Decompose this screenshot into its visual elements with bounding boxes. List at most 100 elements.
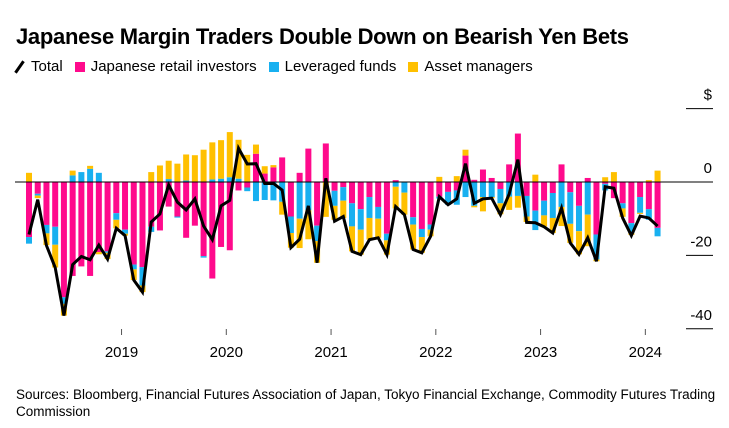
bar-retail	[261, 173, 268, 182]
bar-retail	[575, 182, 582, 206]
bar-leveraged	[261, 182, 268, 200]
bar-leveraged	[60, 297, 67, 304]
bar-retail	[549, 182, 556, 194]
bar-retail	[69, 182, 76, 276]
bar-leveraged	[392, 182, 399, 187]
bar-leveraged	[366, 197, 373, 218]
bar-asset	[654, 170, 661, 182]
legend: Total Japanese retail investors Leverage…	[14, 58, 545, 75]
bar-leveraged	[628, 223, 635, 234]
bar-retail	[122, 182, 129, 230]
bar-retail	[375, 182, 382, 207]
bar-retail	[287, 182, 294, 217]
bar-retail	[619, 182, 626, 204]
bar-retail	[541, 182, 548, 201]
bar-asset	[497, 203, 504, 215]
bar-asset	[471, 205, 478, 208]
bar-leveraged	[165, 179, 172, 182]
bar-leveraged	[619, 203, 626, 209]
bar-leveraged	[383, 233, 390, 241]
bar-asset	[183, 154, 190, 181]
bar-leveraged	[462, 182, 469, 198]
bar-leveraged	[296, 182, 303, 219]
bar-leveraged	[445, 191, 452, 205]
bar-leveraged	[26, 237, 32, 244]
bar-asset	[235, 139, 242, 179]
bar-leveraged	[541, 200, 548, 216]
bar-retail	[479, 169, 486, 182]
bar-leveraged	[113, 213, 120, 220]
bar-leveraged	[418, 228, 425, 238]
bar-retail	[314, 182, 321, 226]
bar-leveraged	[287, 216, 294, 234]
bar-leveraged	[305, 182, 312, 211]
bar-leveraged	[349, 203, 356, 227]
bar-retail	[427, 182, 434, 225]
bar-leveraged	[34, 193, 41, 196]
bar-asset	[200, 149, 207, 182]
bar-retail	[104, 182, 111, 252]
x-tick-label: 2024	[629, 344, 662, 361]
bar-asset	[226, 132, 233, 178]
bar-leveraged	[567, 192, 574, 224]
bar-retail	[270, 167, 277, 182]
bar-asset	[349, 226, 356, 252]
bar-leveraged	[331, 190, 338, 206]
legend-item-asset: Asset managers	[408, 58, 533, 75]
bar-asset	[436, 176, 443, 182]
bar-asset	[645, 180, 652, 182]
bar-retail	[584, 177, 591, 182]
bar-asset	[532, 174, 539, 182]
bar-leveraged	[497, 188, 504, 204]
bar-asset	[261, 166, 268, 174]
bar-leveraged	[122, 229, 129, 234]
y-tick-label: 0	[704, 160, 712, 177]
legend-label: Asset managers	[424, 58, 533, 75]
bar-leveraged	[357, 209, 364, 230]
bar-asset	[95, 252, 102, 255]
x-tick-label: 2022	[419, 344, 452, 361]
bar-retail	[532, 182, 539, 211]
bar-leveraged	[43, 224, 50, 234]
bar-retail	[130, 182, 137, 265]
legend-label: Leveraged funds	[284, 58, 397, 75]
bar-retail	[418, 182, 425, 229]
bar-leveraged	[532, 210, 539, 231]
bar-retail	[523, 182, 530, 196]
bar-retail	[593, 182, 600, 235]
bar-asset	[558, 206, 565, 227]
bar-leveraged	[523, 195, 530, 217]
bar-asset	[584, 214, 591, 247]
legend-item-retail: Japanese retail investors	[74, 58, 257, 75]
bar-retail	[113, 182, 120, 214]
bar-asset	[209, 142, 216, 180]
bar-leveraged	[52, 226, 59, 245]
bar-retail	[471, 179, 478, 182]
bar-retail	[26, 182, 32, 238]
bar-asset	[602, 177, 609, 182]
bar-retail	[497, 182, 504, 189]
bar-asset	[87, 165, 94, 169]
bar-asset	[218, 140, 225, 179]
bar-leveraged	[584, 182, 591, 215]
bar-retail	[252, 153, 259, 182]
bar-retail	[436, 182, 443, 197]
legend-item-leveraged: Leveraged funds	[268, 58, 397, 75]
bar-leveraged	[209, 179, 216, 182]
bar-retail	[87, 182, 94, 276]
source-note: Sources: Bloomberg, Financial Futures As…	[16, 387, 716, 419]
bar-retail	[148, 182, 155, 227]
bar-asset	[453, 176, 460, 182]
retail-swatch-icon	[74, 61, 85, 72]
bar-retail	[296, 172, 303, 182]
legend-label: Japanese retail investors	[90, 58, 257, 75]
y-tick-label: $	[704, 87, 713, 104]
bar-retail	[357, 182, 364, 210]
bar-retail	[218, 182, 225, 247]
bar-leveraged	[69, 175, 76, 182]
bar-leveraged	[218, 178, 225, 182]
bar-leveraged	[514, 182, 521, 196]
bar-retail	[209, 182, 216, 279]
bar-asset	[340, 200, 347, 218]
bar-leveraged	[575, 205, 582, 232]
